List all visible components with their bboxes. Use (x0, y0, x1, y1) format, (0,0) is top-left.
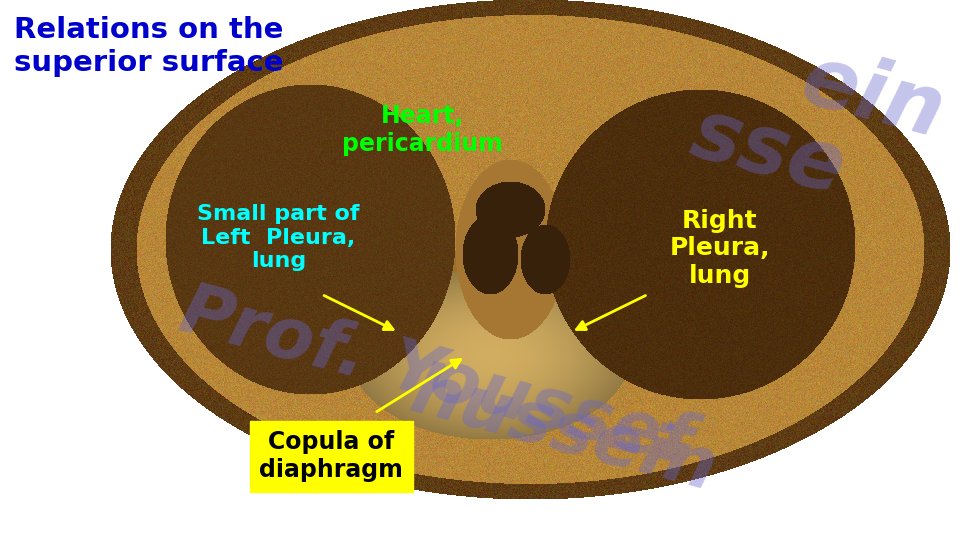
Text: Relations on the
superior surface: Relations on the superior surface (14, 16, 284, 77)
Text: Right
Pleura,
lung: Right Pleura, lung (670, 208, 770, 288)
Text: sse: sse (683, 92, 853, 211)
Text: Copula of
diaphragm: Copula of diaphragm (259, 430, 403, 482)
Text: Prof. Youssef: Prof. Youssef (173, 276, 699, 480)
Text: Small part of
Left  Pleura,
lung: Small part of Left Pleura, lung (197, 205, 360, 271)
Text: ein: ein (793, 39, 954, 155)
Text: Heart,
pericardium: Heart, pericardium (342, 104, 503, 156)
Text: hussein: hussein (403, 358, 724, 506)
